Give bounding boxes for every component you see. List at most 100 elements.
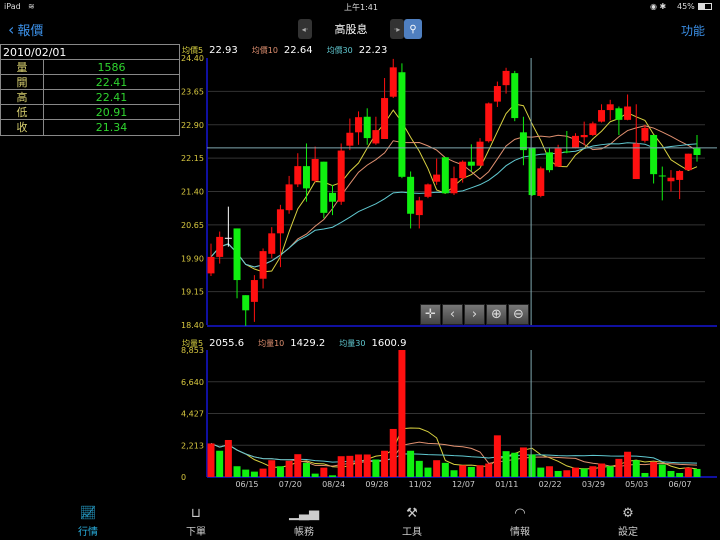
candle [207, 243, 215, 277]
candle [528, 147, 536, 196]
back-label: 報價 [17, 24, 44, 39]
tab-5[interactable]: ⚙ 設定 [598, 505, 658, 538]
news-icon: ◠ [514, 506, 526, 521]
candle [337, 143, 345, 205]
candle-body [302, 166, 310, 189]
candle [606, 99, 614, 121]
volume-bar [485, 463, 493, 477]
tab-bar: 📈︎ 行情 ⊔ 下單 ▁▃▅ 帳務 ⚒ 工具 ◠ 情報 ⚙ 設定 [0, 505, 720, 540]
candle [311, 146, 319, 183]
info-panel: 2010/02/01 量 1586 開 22.41 高 22.41 低 20.91 收 21.34 [0, 44, 180, 136]
info-row: 高 22.41 [1, 90, 179, 105]
candle-body [372, 130, 380, 144]
volume-bar [650, 461, 658, 477]
date-tick-label: 09/28 [365, 480, 388, 489]
info-value: 21.34 [95, 121, 128, 134]
legend-value: 2055.6 [209, 338, 245, 349]
candle [424, 183, 432, 199]
search-button[interactable]: ⚲ [404, 19, 422, 39]
legend-value: 22.93 [209, 45, 238, 56]
candle-body [216, 236, 224, 257]
candle-body [598, 110, 606, 122]
volume-bar [329, 475, 336, 477]
candle [389, 58, 397, 99]
candle [250, 275, 258, 322]
account-bars-icon: ▁▃▅ [289, 506, 319, 521]
candle [650, 134, 658, 184]
date-tick-label: 08/24 [322, 480, 345, 489]
candle-body [667, 177, 675, 182]
legend-label: 均量30 [339, 339, 366, 348]
candle [537, 166, 545, 198]
candle [346, 118, 354, 151]
candle-body [268, 233, 276, 254]
info-row: 量 1586 [1, 60, 179, 75]
tab-label: 情報 [510, 527, 530, 538]
tab-1[interactable]: ⊔ 下單 [166, 505, 226, 538]
bluetooth-icon: ◉ ✱ [650, 2, 667, 11]
volume-bar [216, 450, 224, 477]
candle-body [511, 73, 519, 119]
volume-bar [259, 468, 267, 477]
battery-level: 45% [677, 2, 695, 11]
candle-body [519, 132, 527, 151]
volume-bar [658, 464, 666, 477]
candle-body [545, 152, 553, 171]
volume-bar [424, 467, 432, 477]
candle [493, 81, 501, 107]
price-tick-label: 22.15 [181, 154, 204, 163]
volume-bar [684, 467, 692, 477]
tab-3[interactable]: ⚒ 工具 [382, 505, 442, 538]
zoom-out-icon: ⊖ [513, 307, 524, 322]
candle-body [658, 175, 666, 177]
date-tick-label: 06/15 [235, 480, 258, 489]
volume-bar [346, 455, 354, 477]
candle-body [424, 184, 432, 197]
tab-0[interactable]: 📈︎ 行情 [58, 505, 118, 538]
volume-bar [285, 460, 293, 477]
volume-bar [615, 458, 623, 477]
date-tick-label: 02/22 [539, 480, 562, 489]
candle [684, 153, 692, 171]
date-tick-label: 05/03 [625, 480, 648, 489]
volume-bar [441, 462, 449, 477]
volume-bar [545, 466, 553, 477]
volume-bar [415, 460, 423, 477]
candle-body [407, 176, 415, 214]
date-tick-label: 12/07 [452, 480, 475, 489]
candle-body [294, 166, 302, 185]
zoom-control-button[interactable]: ‹ [442, 304, 463, 325]
tab-4[interactable]: ◠ 情報 [490, 505, 550, 538]
zoom-control-button[interactable]: ✛ [420, 304, 441, 325]
volume-bar [320, 467, 328, 477]
battery-icon [698, 3, 712, 10]
back-button[interactable]: ‹ 報價 [8, 20, 43, 39]
volume-bar [476, 465, 484, 477]
tab-2[interactable]: ▁▃▅ 帳務 [274, 505, 334, 538]
zoom-control-button[interactable]: › [464, 304, 485, 325]
status-bar: iPad ≋ 上午1:41 ◉ ✱ 45% [0, 0, 720, 14]
candle [224, 206, 232, 247]
candle-body [467, 161, 475, 166]
info-key: 收 [1, 120, 44, 135]
candle [615, 106, 623, 135]
candle-body [693, 148, 701, 156]
candle-body [233, 228, 241, 281]
zoom-control-button[interactable]: ⊕ [486, 304, 507, 325]
candle [415, 196, 423, 229]
volume-bar [624, 451, 632, 477]
chart-area[interactable]: 24.40 23.65 22.90 22.15 21.40 20.65 19.90 19.15… [0, 0, 720, 500]
candle-body [485, 103, 493, 142]
candle-body [389, 67, 397, 97]
candle [302, 143, 310, 202]
gear-icon: ⚙ [622, 506, 634, 521]
candle [363, 108, 371, 145]
volume-bar [407, 450, 415, 477]
candle-body [459, 161, 467, 179]
next-stock-button[interactable]: ·▸ [390, 19, 404, 39]
function-button[interactable]: 功能 [680, 24, 705, 38]
zoom-control-button[interactable]: ⊖ [508, 304, 529, 325]
prev-stock-button[interactable]: ◂· [298, 19, 312, 39]
clock: 上午1:41 [344, 3, 378, 12]
price-tick-label: 21.40 [181, 188, 204, 197]
